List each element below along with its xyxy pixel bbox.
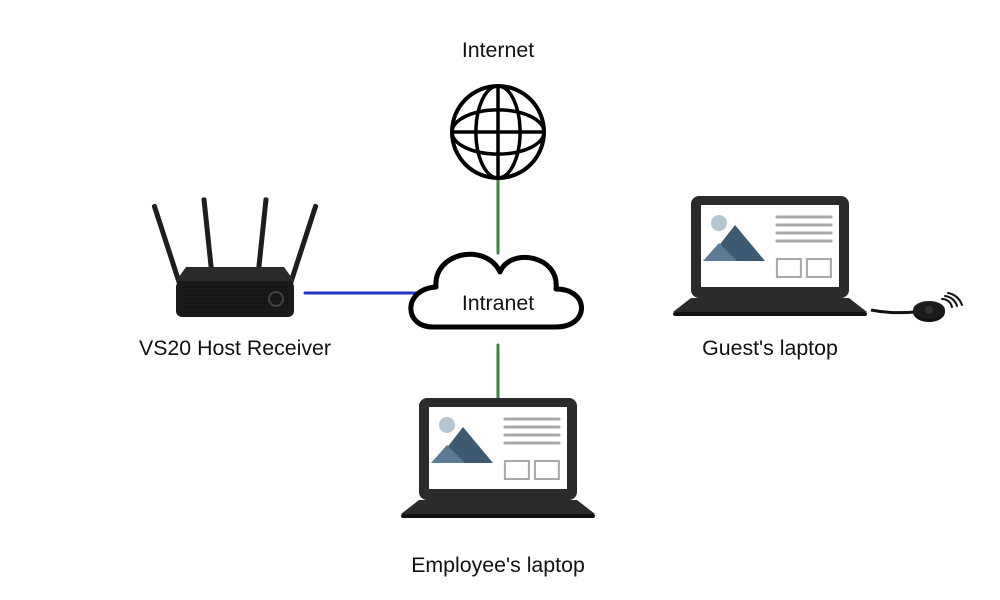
internet-label: Internet — [298, 38, 698, 63]
employee-laptop-label: Employee's laptop — [298, 553, 698, 578]
diagram-canvas: Internet Intranet VS20 Host Receiver Emp… — [0, 0, 1000, 600]
guest-laptop-label: Guest's laptop — [570, 336, 970, 361]
intranet-label: Intranet — [298, 291, 698, 316]
router-label: VS20 Host Receiver — [35, 336, 435, 361]
